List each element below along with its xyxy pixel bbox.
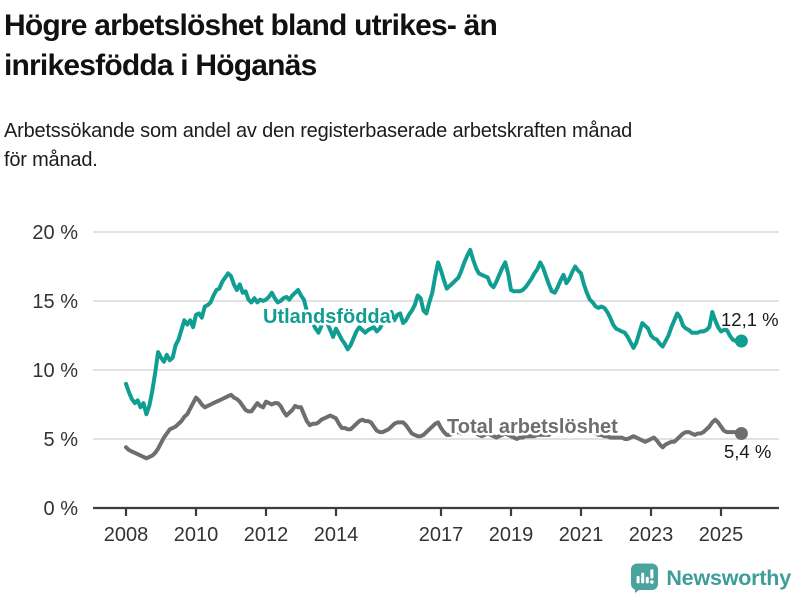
end-label-total: 5,4 % [724, 441, 771, 462]
x-tick-label-2012: 2012 [244, 524, 289, 546]
newsworthy-logo[interactable]: Newsworthy [630, 563, 791, 593]
chart-title: Högre arbetslöshet bland utrikes- än inr… [4, 6, 744, 86]
end-label-utlandsfodda: 12,1 % [721, 309, 779, 330]
series-label-total: Total arbetslöshet [447, 416, 618, 438]
series-line-utlandsfodda [124, 247, 744, 417]
x-tick-label-2025: 2025 [699, 524, 744, 546]
series-line-total [124, 392, 744, 461]
series-label-utlandsfodda: Utlandsfödda [263, 306, 392, 328]
chart-subtitle-line2: för månad. [4, 149, 98, 171]
x-tick-label-2014: 2014 [314, 524, 359, 546]
end-dot-utlandsfodda [734, 334, 748, 348]
x-tick-label-2023: 2023 [629, 524, 674, 546]
y-tick-label-5: 5 % [44, 429, 79, 451]
x-tick-label-2019: 2019 [489, 524, 534, 546]
newsworthy-wordmark: Newsworthy [666, 565, 791, 590]
y-tick-label-20: 20 % [32, 222, 78, 244]
y-tick-label-0: 0 % [44, 498, 79, 520]
end-dot-total [734, 427, 748, 440]
x-tick-label-2010: 2010 [174, 524, 219, 546]
x-tick-label-2021: 2021 [559, 524, 604, 546]
y-tick-label-10: 10 % [32, 360, 78, 382]
chart-subtitle-line1: Arbetssökande som andel av den registerb… [4, 120, 633, 142]
x-tick-label-2008: 2008 [104, 524, 149, 546]
newsworthy-icon [631, 563, 659, 593]
chart-title-line1: Högre arbetslöshet bland utrikes- än [4, 9, 498, 42]
chart-title-line2: inrikesfödda i Höganäs [4, 49, 317, 82]
x-tick-label-2017: 2017 [419, 524, 464, 546]
chart-subtitle: Arbetssökande som andel av den registerb… [4, 117, 794, 175]
y-tick-label-15: 15 % [32, 291, 78, 313]
